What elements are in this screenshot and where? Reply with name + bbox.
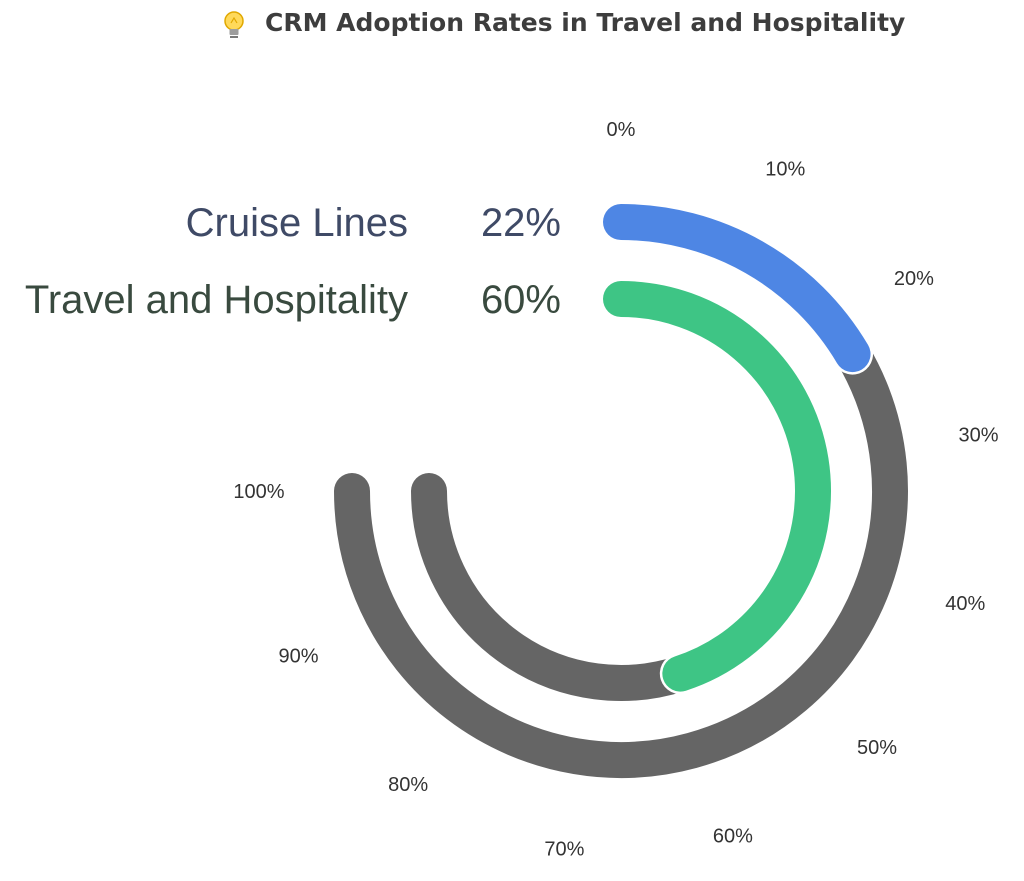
- lightbulb-icon: [224, 11, 244, 38]
- chart-title-text: CRM Adoption Rates in Travel and Hospita…: [265, 8, 905, 37]
- tick-label: 0%: [607, 119, 636, 141]
- series-label: Cruise Lines: [186, 201, 408, 245]
- track-remainder-2: [411, 473, 699, 701]
- tick-label: 60%: [713, 825, 753, 847]
- tick-label: 10%: [765, 159, 805, 181]
- bar-travel-and-hospitality: [603, 281, 831, 692]
- tick-label: 100%: [233, 481, 284, 503]
- tick-label: 70%: [544, 839, 584, 861]
- tick-label: 40%: [945, 593, 985, 615]
- tick-label: 30%: [958, 424, 998, 446]
- bar-cruise-lines: [603, 204, 871, 373]
- series-value: 22%: [481, 201, 561, 245]
- track-remainder-1: [334, 336, 908, 778]
- series-label: Travel and Hospitality: [25, 278, 408, 322]
- tick-label: 20%: [894, 268, 934, 290]
- tick-label: 50%: [857, 737, 897, 759]
- chart-title: CRM Adoption Rates in Travel and Hospita…: [224, 8, 905, 38]
- series-value: 60%: [481, 278, 561, 322]
- tick-label: 80%: [388, 774, 428, 796]
- tick-label: 90%: [278, 645, 318, 667]
